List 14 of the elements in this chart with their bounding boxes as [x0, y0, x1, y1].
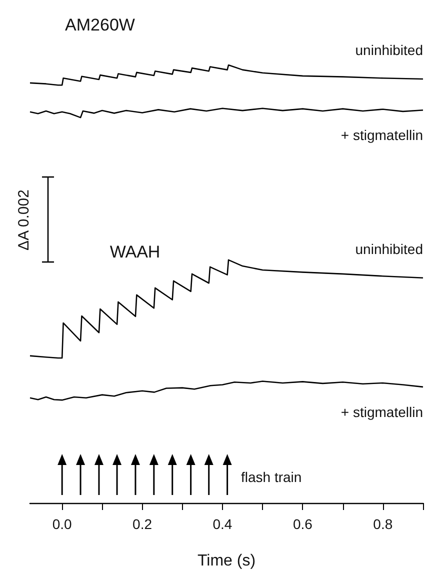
annotation: flash train	[241, 469, 302, 485]
x-tick-label: 0.2	[132, 516, 152, 532]
annotation: WAAH	[110, 242, 160, 262]
series-label: + stigmatellin	[340, 127, 423, 144]
x-tick-label: 0.6	[292, 516, 313, 532]
text: AM260W	[65, 16, 135, 34]
annotation: ΔA 0.002	[16, 190, 32, 250]
x-tick-label: 0.4	[212, 516, 232, 532]
x-tick-label: 0.8	[373, 516, 393, 532]
series-label: + stigmatellin	[340, 404, 423, 420]
series-label: uninhibited	[355, 42, 423, 58]
x-tick-label: 0.0	[52, 516, 72, 532]
series-label: uninhibited	[355, 240, 423, 257]
x-axis-title: Time (s)	[197, 552, 256, 570]
